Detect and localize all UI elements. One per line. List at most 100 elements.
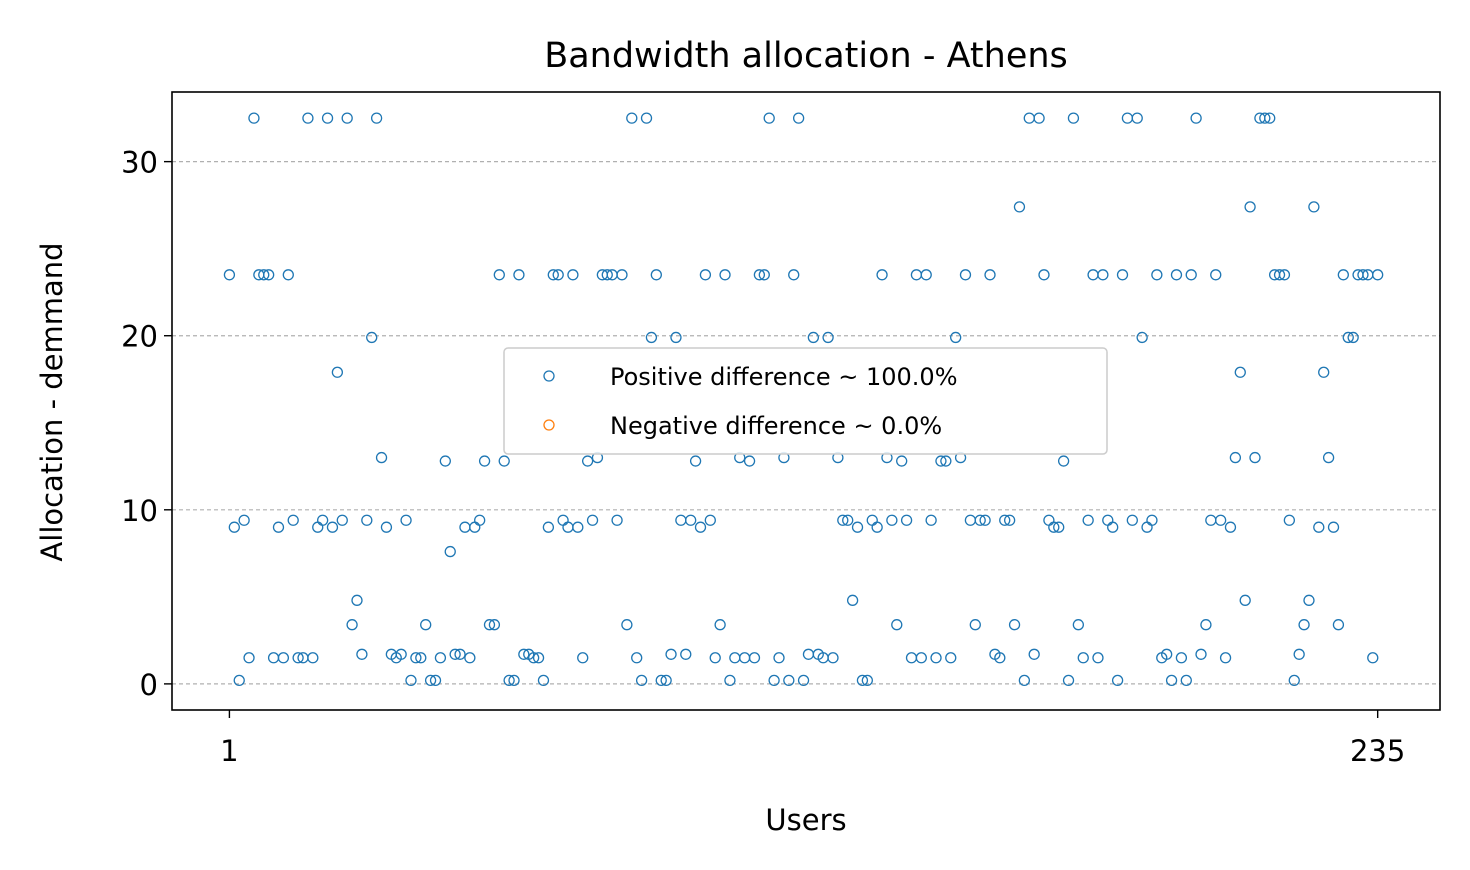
point-positive (846, 594, 859, 606)
point-positive (375, 451, 388, 464)
point-positive (528, 652, 540, 664)
point-positive (631, 652, 643, 664)
point-positive (788, 269, 800, 281)
point-positive (714, 619, 726, 631)
point-positive (626, 112, 638, 124)
point-positive (1062, 674, 1075, 687)
point-positive (1013, 201, 1026, 213)
point-positive (444, 545, 456, 558)
point-positive (503, 674, 515, 687)
x-axis-ticks: 1 235 (220, 710, 1405, 768)
legend-marker-positive (543, 370, 555, 382)
point-positive (567, 269, 579, 281)
point-positive (537, 674, 550, 687)
point-positive (1303, 594, 1315, 606)
point-positive (474, 514, 486, 526)
point-positive (351, 594, 363, 606)
x-tick-label: 235 (1350, 734, 1405, 768)
point-positive (984, 269, 996, 281)
point-positive (1322, 451, 1335, 464)
point-positive (415, 652, 427, 664)
point-positive (1033, 112, 1045, 124)
point-positive (1185, 269, 1197, 281)
point-positive (1224, 521, 1237, 533)
point-positive (797, 674, 810, 687)
point-positive (842, 514, 854, 526)
point-positive (650, 269, 662, 281)
x-axis-label: Users (765, 803, 846, 837)
point-positive (724, 674, 736, 687)
point-positive (685, 514, 697, 526)
point-positive (454, 648, 466, 660)
point-positive (1234, 366, 1246, 378)
point-positive (1053, 521, 1065, 533)
point-positive (1278, 269, 1291, 281)
point-positive (660, 674, 672, 687)
legend-marker-negative (543, 419, 555, 431)
point-positive (1367, 652, 1379, 664)
point-positive (719, 269, 731, 281)
point-positive (915, 652, 927, 664)
point-positive (449, 648, 461, 660)
point-positive (238, 514, 250, 526)
point-positive (326, 521, 339, 533)
point-positive (1219, 652, 1232, 664)
point-positive (572, 521, 584, 533)
point-positive (331, 366, 344, 378)
point-positive (542, 521, 555, 533)
point-positive (616, 269, 628, 281)
point-positive (822, 331, 834, 344)
point-positive (709, 652, 721, 664)
point-positive (400, 514, 412, 526)
point-positive (277, 652, 290, 664)
point-positive (1308, 201, 1320, 213)
point-positive (498, 455, 510, 467)
point-positive (699, 269, 712, 281)
point-positive (395, 648, 407, 660)
point-positive (1259, 112, 1271, 124)
point-positive (1038, 269, 1050, 281)
point-positive (763, 112, 775, 124)
point-positive (1180, 674, 1192, 687)
point-positive (640, 112, 653, 124)
point-positive (925, 514, 937, 526)
point-positive (1190, 112, 1202, 124)
point-positive (900, 514, 913, 526)
point-positive (827, 652, 839, 664)
point-positive (743, 455, 756, 467)
point-positive (532, 652, 545, 664)
point-positive (1092, 652, 1104, 664)
point-positive (307, 652, 319, 664)
legend-label-positive: Positive difference ~ 100.0% (610, 363, 958, 391)
point-positive (424, 674, 437, 687)
point-positive (1165, 674, 1178, 687)
point-positive (493, 269, 505, 281)
y-tick-label: 30 (121, 146, 158, 180)
point-positive (753, 269, 766, 281)
point-positive (1249, 451, 1261, 464)
point-positive (773, 652, 785, 664)
point-positive (1264, 112, 1276, 124)
point-positive (1067, 112, 1080, 124)
point-positive (1146, 514, 1158, 526)
y-tick-label: 0 (140, 668, 158, 702)
point-positive (1082, 514, 1094, 526)
point-positive (429, 674, 442, 687)
point-positive (1273, 269, 1286, 281)
point-positive (1357, 269, 1369, 281)
point-positive (420, 619, 432, 631)
point-positive (483, 619, 496, 631)
point-positive (704, 514, 716, 526)
point-positive (1116, 269, 1129, 281)
point-positive (974, 514, 986, 526)
point-positive (316, 514, 329, 526)
point-positive (1018, 674, 1031, 687)
point-positive (586, 514, 599, 526)
point-positive (940, 455, 952, 467)
point-positive (1372, 269, 1384, 281)
y-tick-label: 10 (121, 494, 158, 528)
point-positive (1239, 594, 1251, 606)
y-gridlines (172, 161, 1440, 685)
point-positive (1283, 514, 1296, 526)
